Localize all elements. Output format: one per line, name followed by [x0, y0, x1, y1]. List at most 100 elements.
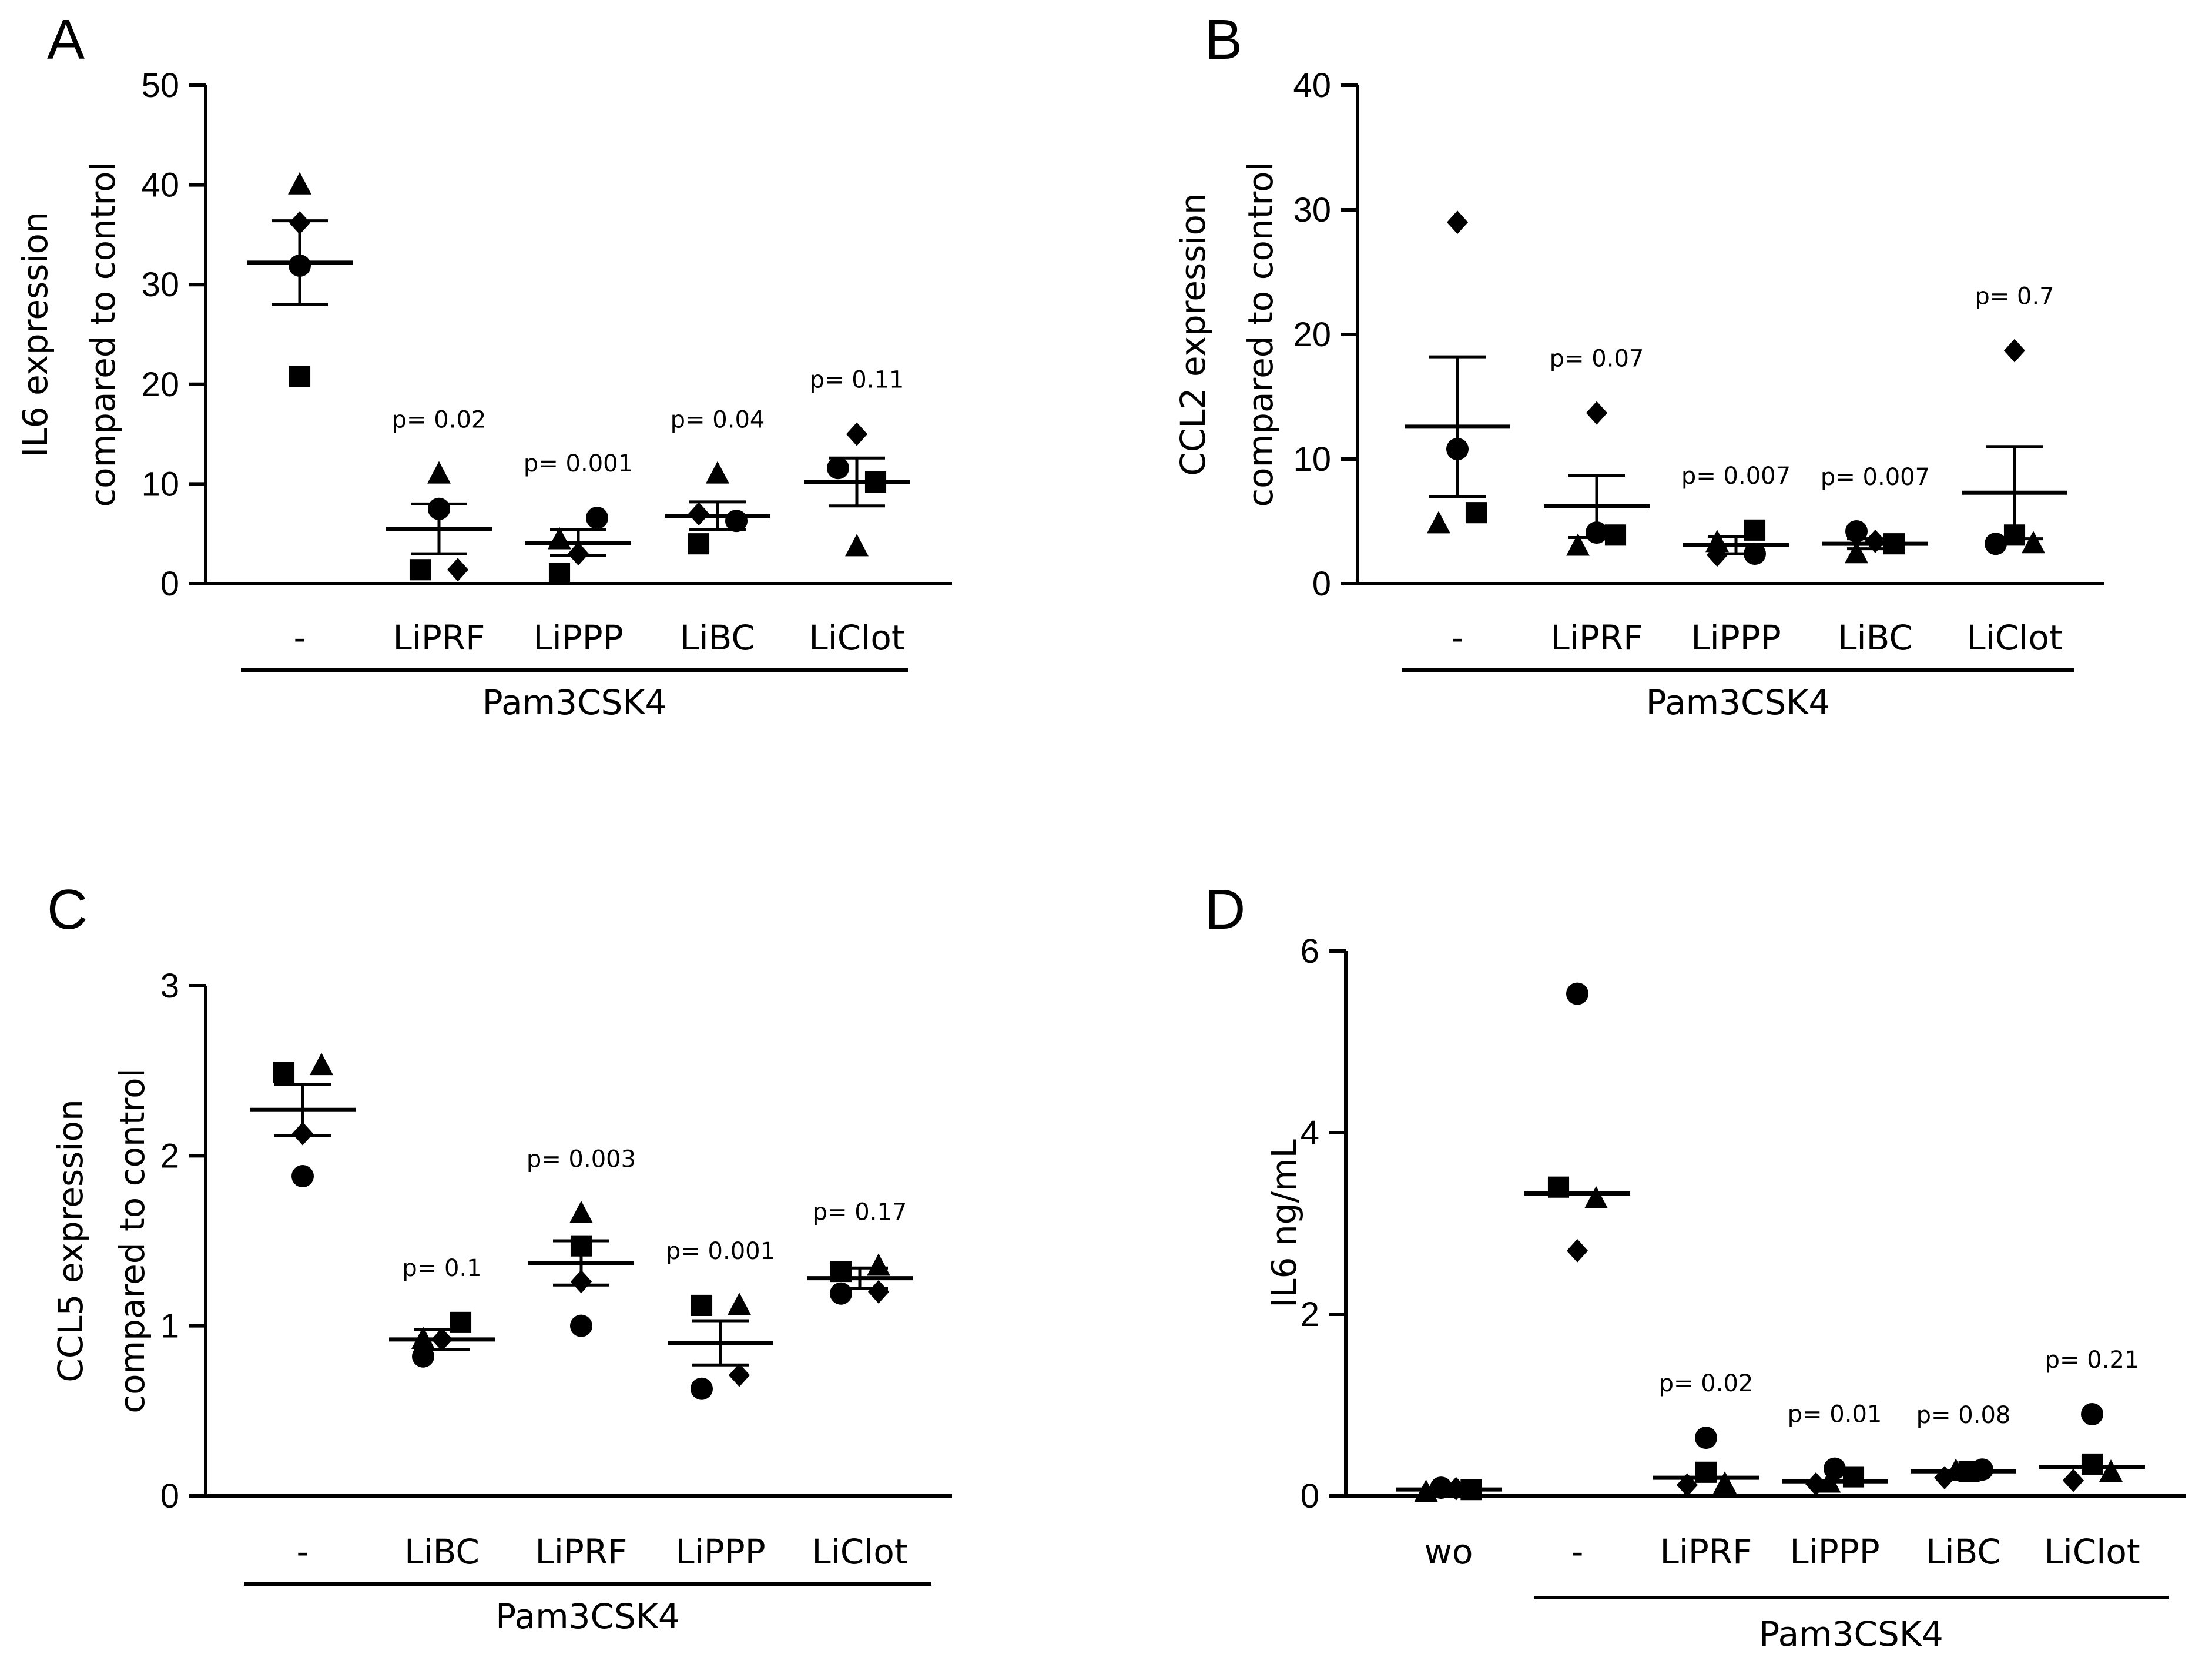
y-tick-label: 30	[141, 266, 179, 304]
data-group: p= 0.02	[386, 406, 492, 582]
y-tick-label: 1	[160, 1307, 179, 1345]
y-tick-label: 10	[1293, 440, 1331, 478]
triangle-point	[1845, 541, 1868, 564]
x-category-label: LiPRF	[1660, 1532, 1752, 1572]
p-value-label: p= 0.1	[402, 1255, 481, 1282]
p-value-label: p= 0.07	[1550, 346, 1644, 373]
data-group: p= 0.11	[804, 367, 910, 557]
data-group	[1405, 210, 1510, 534]
circle-point	[1845, 520, 1868, 543]
triangle-point	[1414, 1479, 1438, 1502]
data-group	[1396, 1476, 1502, 1502]
y-tick-label: 20	[141, 366, 179, 404]
x-category-label: LiClot	[2044, 1532, 2140, 1572]
y-tick-label: 20	[1293, 316, 1331, 354]
square-point	[691, 1294, 713, 1316]
y-tick-label: 2	[160, 1137, 179, 1175]
y-tick-label: 0	[1312, 565, 1331, 603]
p-value-label: p= 0.11	[810, 367, 904, 394]
diamond-point	[1586, 401, 1608, 425]
y-axis-label: compared to control	[83, 162, 123, 507]
data-group: p= 0.01	[1782, 1401, 1888, 1496]
x-category-label: LiBC	[404, 1532, 480, 1572]
p-value-label: p= 0.01	[1788, 1401, 1882, 1428]
x-category-label: LiBC	[1926, 1532, 2001, 1572]
square-point	[2003, 524, 2026, 546]
diamond-point	[2062, 1468, 2084, 1492]
triangle-point	[288, 172, 311, 195]
square-point	[1460, 1479, 1482, 1501]
y-tick-label: 6	[1301, 932, 1319, 970]
circle-point	[1744, 543, 1766, 565]
p-value-label: p= 0.7	[1975, 283, 2054, 310]
x-category-label: -	[1452, 618, 1464, 658]
circle-point	[830, 1282, 852, 1305]
triangle-point	[1817, 1470, 1841, 1493]
diamond-point	[1445, 1476, 1467, 1501]
triangle-point	[706, 461, 729, 484]
circle-point	[827, 457, 849, 480]
y-tick-label: 40	[141, 166, 179, 205]
data-group	[250, 1053, 356, 1188]
x-category-label: LiPPP	[1789, 1532, 1879, 1572]
diamond-point	[1706, 543, 1728, 567]
x-category-label: -	[297, 1532, 309, 1572]
y-axis-label: CCL2 expression	[1173, 193, 1213, 476]
x-category-label: -	[294, 618, 306, 658]
y-axis-label: compared to control	[1241, 162, 1281, 507]
circle-point	[725, 510, 748, 533]
x-category-label: LiPPP	[1691, 618, 1781, 658]
data-group: p= 0.08	[1911, 1402, 2016, 1490]
triangle-point	[569, 1200, 593, 1223]
triangle-point	[1713, 1471, 1737, 1494]
circle-point	[289, 254, 311, 277]
x-category-label: LiPPP	[675, 1532, 765, 1572]
circle-point	[1446, 438, 1469, 461]
square-point	[688, 533, 710, 555]
diamond-point	[289, 211, 311, 235]
diamond-point	[2003, 339, 2026, 363]
data-group: p= 0.04	[665, 406, 770, 555]
y-axis-label: compared to control	[112, 1068, 152, 1413]
panel-letter: A	[47, 8, 85, 71]
square-point	[1744, 519, 1766, 541]
x-category-label: LiClot	[1966, 618, 2062, 658]
circle-point	[1430, 1476, 1453, 1499]
x-category-label: LiPRF	[535, 1532, 627, 1572]
data-group: p= 0.007	[1821, 464, 1930, 564]
p-value-label: p= 0.001	[666, 1238, 775, 1265]
square-point	[273, 1062, 295, 1083]
p-value-label: p= 0.04	[671, 406, 765, 433]
triangle-point	[427, 461, 451, 484]
triangle-point	[411, 1326, 435, 1349]
square-point	[289, 366, 311, 387]
p-value-label: p= 0.08	[1916, 1402, 2011, 1429]
circle-point	[291, 1165, 314, 1188]
data-group: p= 0.007	[1681, 463, 1791, 567]
p-value-label: p= 0.21	[2045, 1347, 2140, 1374]
group-label: Pam3CSK4	[482, 682, 667, 722]
triangle-point	[310, 1053, 333, 1076]
data-group: p= 0.001	[524, 450, 633, 585]
circle-point	[570, 1314, 592, 1337]
circle-point	[691, 1377, 713, 1400]
triangle-point	[548, 527, 571, 550]
y-tick-label: 10	[141, 465, 179, 503]
triangle-point	[2099, 1459, 2123, 1482]
square-point	[548, 563, 571, 585]
p-value-label: p= 0.003	[527, 1146, 636, 1173]
square-point	[1842, 1466, 1865, 1488]
data-group: p= 0.21	[2039, 1347, 2145, 1492]
triangle-point	[845, 534, 869, 557]
diamond-point	[688, 502, 710, 526]
p-value-label: p= 0.007	[1821, 464, 1930, 491]
triangle-point	[2022, 531, 2045, 554]
x-category-label: LiBC	[680, 618, 755, 658]
circle-point	[2081, 1402, 2103, 1425]
panel-letter: B	[1205, 8, 1242, 71]
y-axis-label: IL6 ng/mL	[1264, 1139, 1304, 1308]
y-axis-label: CCL5 expression	[51, 1099, 91, 1382]
triangle-point	[867, 1253, 890, 1276]
diamond-point	[1566, 1238, 1588, 1263]
p-value-label: p= 0.02	[1659, 1370, 1754, 1397]
